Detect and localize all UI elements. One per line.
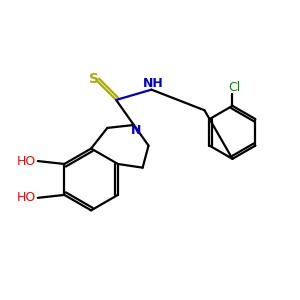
Text: N: N [131,124,141,137]
Text: Cl: Cl [228,81,240,94]
Text: HO: HO [17,154,36,167]
Text: HO: HO [17,191,36,204]
Text: NH: NH [142,77,163,90]
Text: S: S [89,72,99,86]
